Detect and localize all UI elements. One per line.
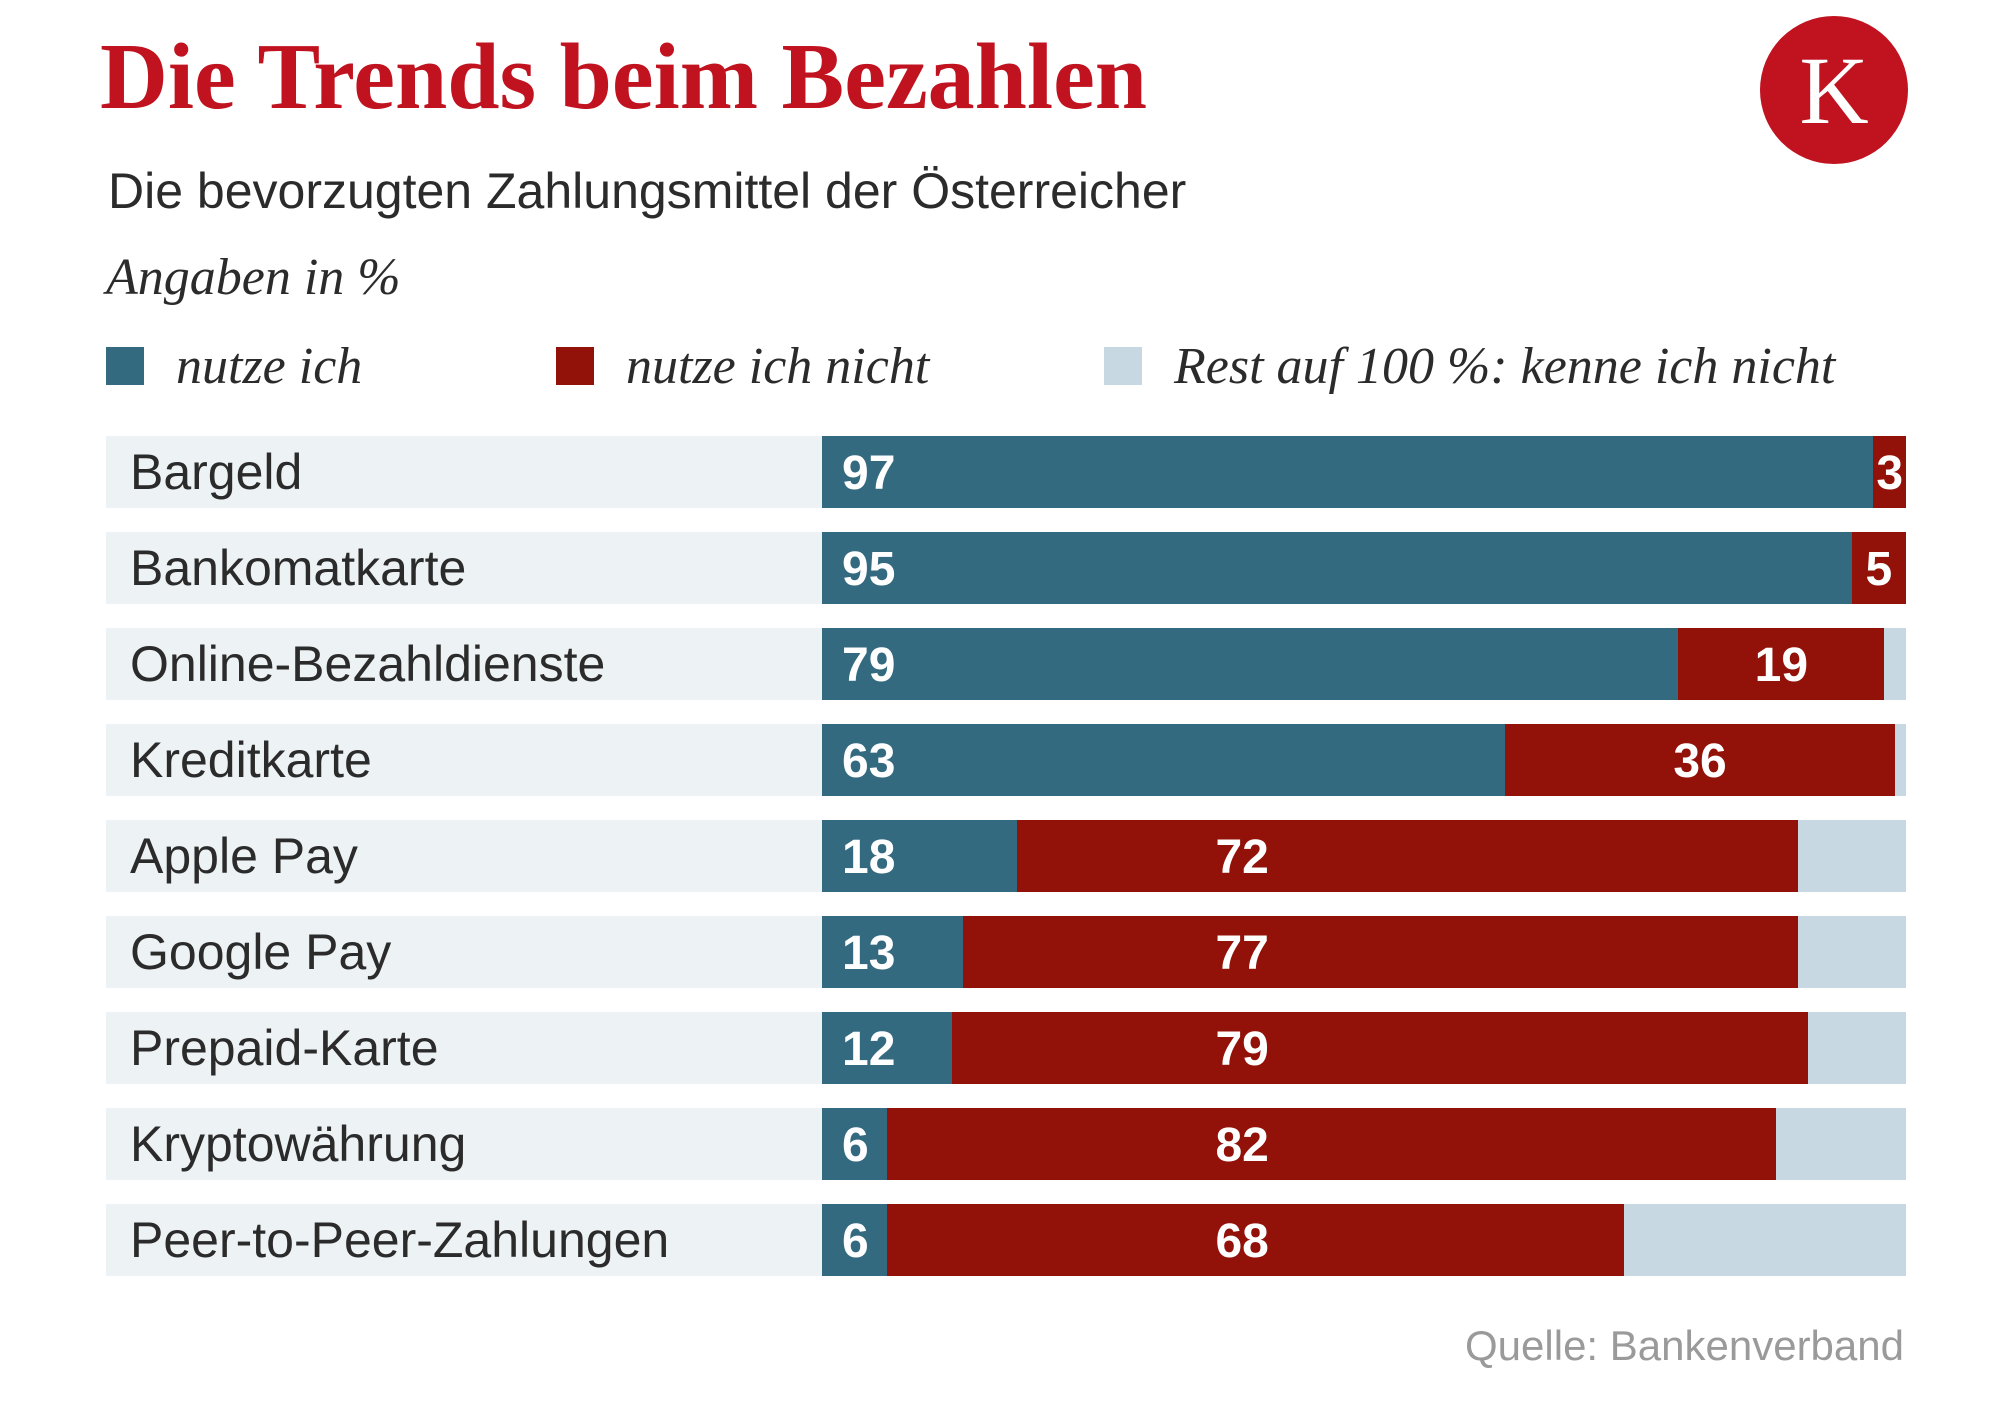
data-label-not-use: 5 — [1865, 543, 1893, 596]
legend-swatch-not-use — [556, 347, 594, 385]
data-label-not-use: 19 — [1754, 639, 1809, 692]
category-label: Bankomatkarte — [130, 540, 467, 596]
bar-segment-not-use — [952, 1012, 1809, 1084]
legend-item-use: nutze ich — [106, 336, 362, 396]
bar-segment-not-use — [962, 916, 1798, 988]
bar-segment-not-use — [1678, 628, 1885, 700]
data-label-use: 13 — [842, 927, 896, 980]
category-label: Google Pay — [130, 924, 392, 980]
bar-segment-not-use — [1873, 436, 1906, 508]
category-label: Kryptowährung — [130, 1116, 467, 1172]
data-label-use: 97 — [842, 447, 896, 500]
data-label-not-use: 79 — [1215, 1023, 1269, 1076]
data-label-use: 18 — [842, 831, 896, 884]
legend-item-rest: Rest auf 100 %: kenne ich nicht — [1104, 336, 1835, 396]
bar-segment-use — [822, 1108, 888, 1180]
bar-segment-rest — [1797, 916, 1906, 988]
data-label-use: 63 — [842, 735, 896, 788]
category-label: Prepaid-Karte — [130, 1020, 439, 1076]
chart-title: Die Trends beim Bezahlen — [100, 25, 1148, 129]
data-label-use: 6 — [842, 1119, 869, 1172]
legend-swatch-rest — [1104, 347, 1142, 385]
category-label: Kreditkarte — [130, 732, 372, 788]
bar-segment-use — [822, 724, 1505, 796]
bar-segment-use — [822, 1012, 953, 1084]
bar-segment-not-use — [1017, 820, 1798, 892]
bar-segment-rest — [1797, 820, 1906, 892]
data-label-not-use: 82 — [1215, 1119, 1269, 1172]
bar-segment-rest — [1775, 1108, 1906, 1180]
bar-segment-use — [822, 532, 1852, 604]
unit-note: Angaben in % — [106, 249, 401, 306]
category-label: Peer-to-Peer-Zahlungen — [130, 1212, 670, 1268]
brand-logo: K — [1760, 16, 1908, 164]
legend-label-not-use: nutze ich nicht — [626, 337, 930, 395]
data-label-use: 95 — [842, 543, 896, 596]
bar-segment-use — [822, 820, 1018, 892]
data-label-use: 6 — [842, 1215, 869, 1268]
data-label-not-use: 68 — [1215, 1215, 1269, 1268]
chart-subtitle: Die bevorzugten Zahlungsmittel der Öster… — [108, 163, 1187, 219]
data-label-use: 12 — [842, 1023, 896, 1076]
bar-segment-rest — [1808, 1012, 1906, 1084]
bar-segment-not-use — [887, 1204, 1625, 1276]
bar-segment-not-use — [1851, 532, 1906, 604]
legend-label-use: nutze ich — [176, 337, 363, 395]
data-label-not-use: 3 — [1876, 447, 1904, 500]
data-label-not-use: 72 — [1215, 831, 1269, 884]
bar-segment-rest — [1884, 628, 1906, 700]
bar-segment-not-use — [887, 1108, 1776, 1180]
data-label-not-use: 36 — [1673, 735, 1727, 788]
source-note: Quelle: Bankenverband — [1465, 1322, 1904, 1369]
category-label: Apple Pay — [130, 828, 358, 884]
bar-segment-not-use — [1504, 724, 1896, 796]
bar-segment-rest — [1624, 1204, 1906, 1276]
bar-segment-use — [822, 628, 1679, 700]
category-label: Bargeld — [130, 444, 303, 500]
bar-segment-rest — [1895, 724, 1906, 796]
bar-segment-use — [822, 1204, 888, 1276]
data-label-use: 79 — [842, 639, 896, 692]
bar-segment-use — [822, 436, 1874, 508]
data-label-not-use: 77 — [1215, 927, 1269, 980]
legend-label-rest: Rest auf 100 %: kenne ich nicht — [1174, 337, 1836, 395]
category-label: Online-Bezahldienste — [130, 636, 606, 692]
bar-segment-use — [822, 916, 963, 988]
legend-item-not-use: nutze ich nicht — [556, 336, 929, 396]
legend-swatch-use — [106, 347, 144, 385]
